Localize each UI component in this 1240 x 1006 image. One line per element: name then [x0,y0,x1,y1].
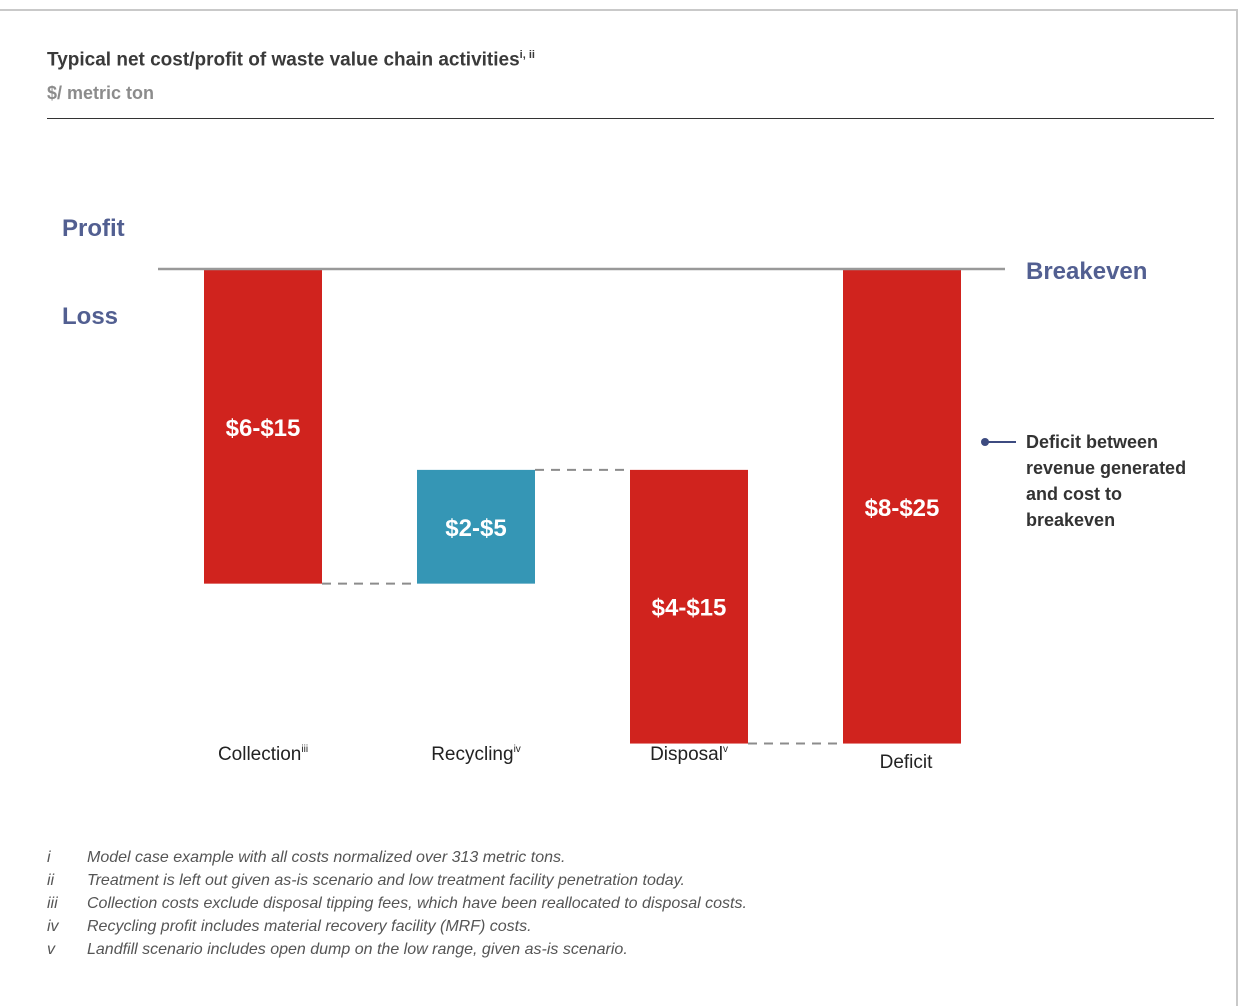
footnote-item: v Landfill scenario includes open dump on… [47,938,747,961]
bar-disposal [630,469,748,744]
footnote-item: i Model case example with all costs norma… [47,846,747,869]
bar-value-label: $6-$15 [226,415,301,442]
annotation-line: and cost to [1026,484,1122,504]
bar-recycling [417,469,535,584]
footnote-number: i [47,849,51,866]
bars-layer [204,270,961,744]
bar-value-label: $4-$15 [652,595,727,622]
annotation-line: Deficit between [1026,432,1158,452]
footnote-text: Treatment is left out given as-is scenar… [87,872,685,889]
deficit-annotation: Deficit between revenue generated and cost… [1026,432,1186,530]
footnote-number: v [47,941,55,958]
header-divider [47,118,1214,119]
bar-value-label: $8-$25 [865,495,940,522]
bar-value-label: $2-$5 [445,515,506,542]
footnote-number: iv [47,918,59,935]
chart-title: Typical net cost/profit of waste value c… [47,49,535,71]
chart-title-footnote-ref: i, ii [519,49,535,61]
loss-label: Loss [62,303,118,330]
chart-title-text: Typical net cost/profit of waste value c… [47,49,520,71]
bar-value-labels: $6-$15 $2-$5 $4-$15 $8-$25 [226,415,940,622]
footnote-number: ii [47,872,55,889]
annotation-line: revenue generated [1026,458,1186,478]
breakeven-label: Breakeven [1026,258,1147,285]
connectors-layer [322,468,843,745]
category-label-recycling: Recyclingiv [431,744,521,765]
waterfall-chart: Profit Loss Breakeven $6-$15$2-$5$4-$15$… [62,215,1186,773]
chart-frame [0,9,1238,1006]
chart-subtitle: $/ metric ton [47,83,155,103]
footnote-item: iv Recycling profit includes material rec… [47,915,747,938]
bar-collection [204,270,322,584]
footnote-item: ii Treatment is left out given as-is scen… [47,869,747,892]
annotation-line: breakeven [1026,510,1115,530]
footnote-text: Recycling profit includes material recov… [87,918,532,935]
footnote-item: iii Collection costs exclude disposal tip… [47,892,747,915]
category-label-deficit: Deficit [880,752,934,773]
profit-label: Profit [62,215,125,242]
annotation-marker-dot [981,438,989,446]
footnote-text: Model case example with all costs normal… [87,849,566,866]
bar-deficit [843,270,961,744]
category-label-collection: Collectioniii [218,744,308,765]
footnotes: i Model case example with all costs norma… [47,846,747,961]
footnote-text: Landfill scenario includes open dump on … [87,941,628,958]
category-label-disposal: Disposalv [650,744,728,765]
footnote-number: iii [47,895,58,912]
category-labels: Collectioniii Recyclingiv Disposalv Deficit [218,744,933,773]
footnote-text: Collection costs exclude disposal tippin… [87,895,747,912]
